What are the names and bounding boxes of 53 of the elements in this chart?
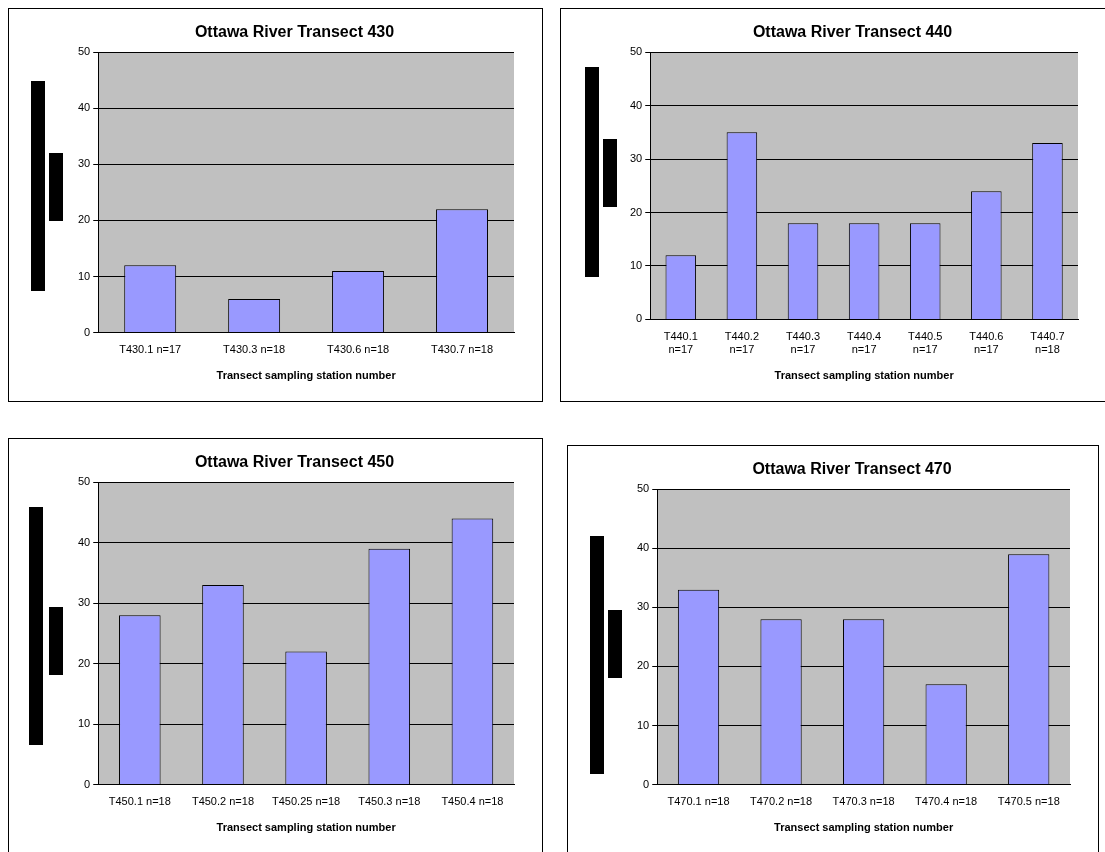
x-tick-label: T470.1 n=18 <box>667 795 730 808</box>
x-tick-label: T450.2 n=18 <box>191 795 255 808</box>
y-tick-label: 20 <box>77 656 91 669</box>
y-tick-label: 30 <box>629 152 643 165</box>
y-tick-label: 0 <box>84 777 91 790</box>
y-tick-label: 40 <box>77 101 91 114</box>
y-tick-label: 50 <box>77 475 91 488</box>
x-tick-label: T440.2 n=17 <box>724 330 760 356</box>
x-tick-label: T470.2 n=18 <box>750 795 813 808</box>
y-tick-label: 0 <box>636 312 643 325</box>
y-tick-label: 30 <box>77 596 91 609</box>
x-axis-title: Transect sampling station number <box>774 369 955 382</box>
y-tick-label: 30 <box>636 600 650 613</box>
x-axis-title: Transect sampling station number <box>216 369 397 382</box>
x-tick-label: T450.4 n=18 <box>441 795 504 808</box>
y-tick-label: 40 <box>77 535 91 548</box>
x-tick-label: T440.1 n=17 <box>663 330 698 356</box>
y-tick-label: 40 <box>629 98 643 111</box>
x-tick-label: T450.25 n=18 <box>272 795 341 808</box>
y-tick-label: 40 <box>636 541 650 554</box>
x-tick-label: T440.5 n=17 <box>908 330 943 356</box>
x-tick-label: T430.7 n=18 <box>430 343 494 356</box>
y-tick-label: 20 <box>636 659 650 672</box>
chart-title: Ottawa River Transect 430 <box>194 23 395 41</box>
chart-title: Ottawa River Transect 450 <box>194 453 395 471</box>
y-tick-label: 50 <box>77 45 91 58</box>
y-tick-label: 20 <box>77 213 91 226</box>
x-tick-label: T430.3 n=18 <box>223 343 286 356</box>
y-tick-label: 50 <box>636 482 650 495</box>
x-tick-label: T440.4 n=17 <box>846 330 882 356</box>
x-axis-title: Transect sampling station number <box>774 821 954 834</box>
x-tick-label: T470.4 n=18 <box>915 795 978 808</box>
x-tick-label: T430.1 n=17 <box>119 343 182 356</box>
y-tick-label: 0 <box>84 325 91 338</box>
x-tick-label: T440.3 n=17 <box>785 330 821 356</box>
x-tick-label: T470.5 n=18 <box>997 795 1060 808</box>
x-tick-label: T450.3 n=18 <box>358 795 421 808</box>
x-tick-label: T430.6 n=18 <box>327 343 390 356</box>
x-axis-title: Transect sampling station number <box>216 821 397 834</box>
x-tick-label: T470.3 n=18 <box>832 795 895 808</box>
x-tick-label: T440.7 n=18 <box>1030 330 1065 356</box>
y-tick-label: 50 <box>629 45 643 58</box>
y-tick-label: 10 <box>77 269 91 282</box>
chart-title: Ottawa River Transect 440 <box>752 23 953 41</box>
x-tick-label: T440.6 n=17 <box>969 330 1004 356</box>
y-tick-label: 10 <box>636 718 650 731</box>
y-tick-label: 20 <box>629 205 643 218</box>
chart-title: Ottawa River Transect 470 <box>752 460 952 478</box>
y-tick-label: 0 <box>643 777 650 790</box>
y-tick-label: 10 <box>77 717 91 730</box>
y-tick-label: 30 <box>77 157 91 170</box>
y-tick-label: 10 <box>629 258 643 271</box>
x-tick-label: T450.1 n=18 <box>108 795 171 808</box>
